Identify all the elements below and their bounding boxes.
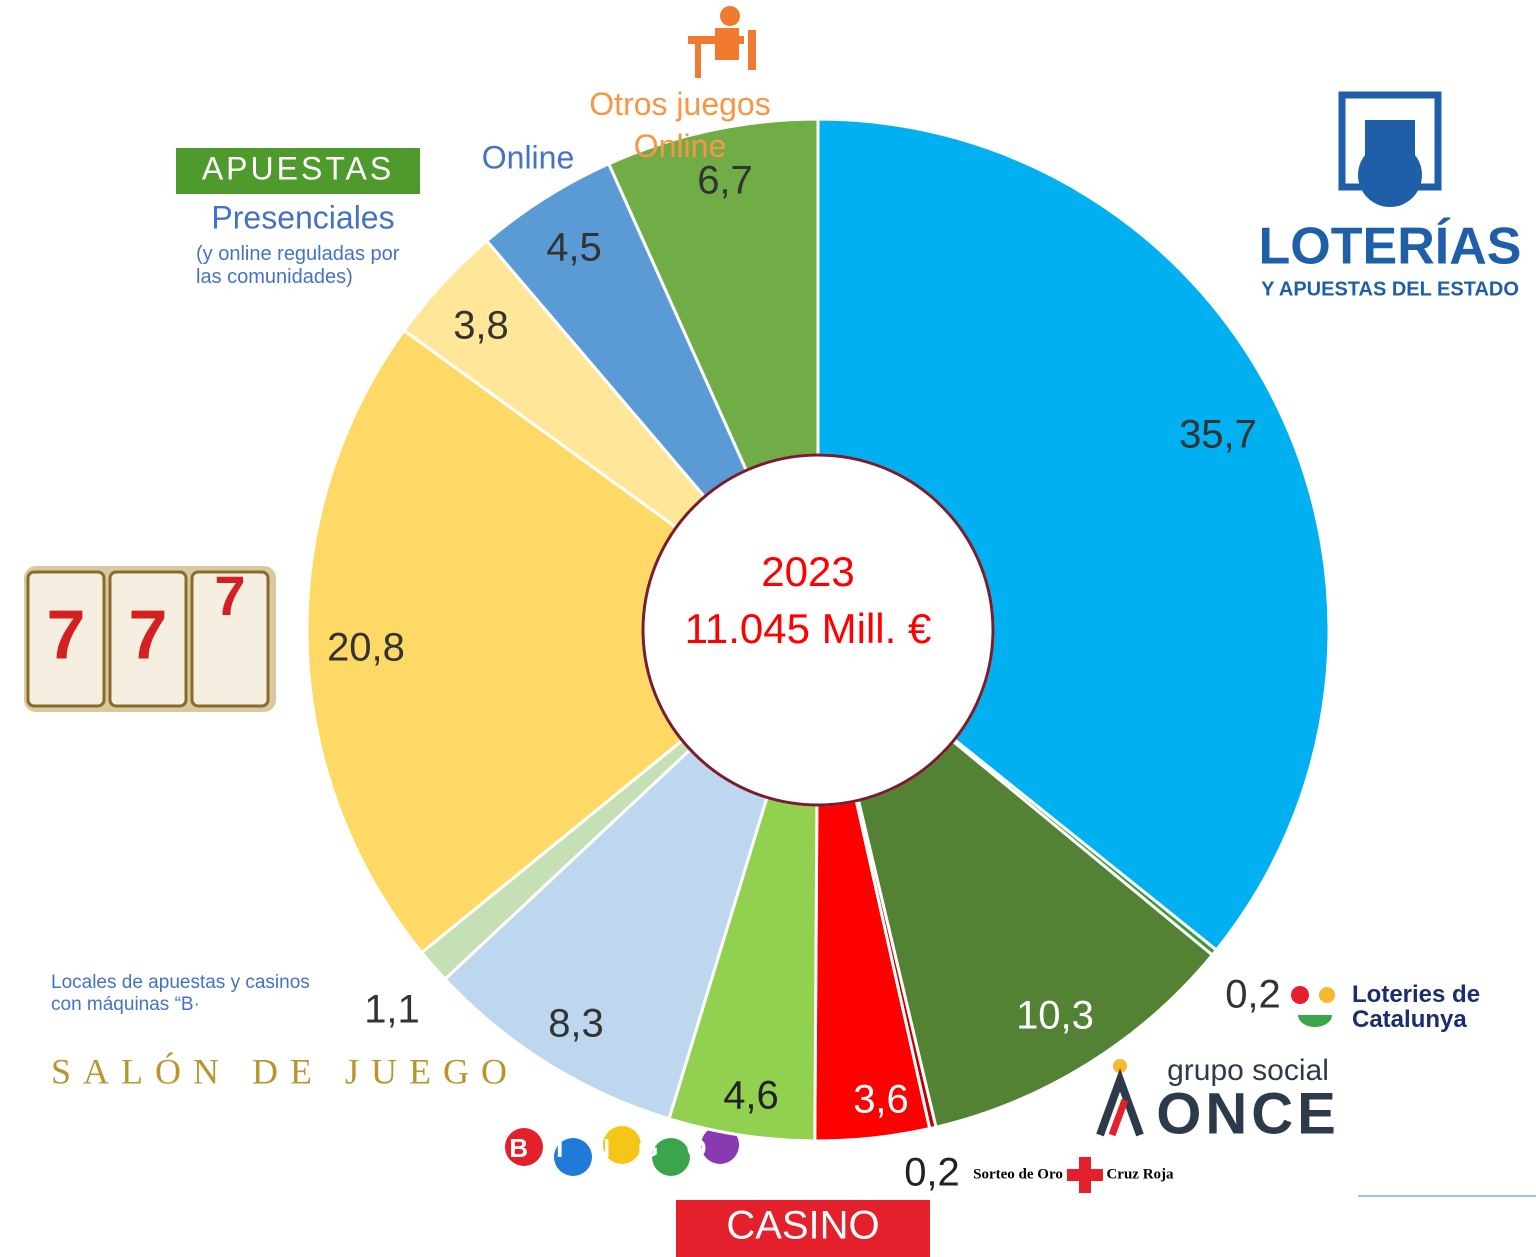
person-icon [688,6,756,78]
value-label: 35,7 [1179,413,1257,457]
svg-text:7: 7 [129,595,168,673]
annotation: grupo social [1167,1054,1329,1087]
value-label: 0,2 [1225,973,1281,1017]
category-label: Presenciales [211,199,394,235]
category-label: Locales de apuestas y casinos con máquin… [51,972,310,1015]
value-label: 3,8 [453,304,509,348]
value-label: 4,5 [546,226,602,270]
annotation: Sorteo de Oro [973,1166,1063,1182]
casino-box [676,1200,930,1257]
bingo-balls [505,1126,739,1176]
red-cross [1067,1157,1103,1193]
catalunya-icon [1291,986,1335,1027]
slot-machine: 7 7 7 [24,564,276,712]
category-label: ONCE [1156,1081,1340,1146]
value-label: 1,1 [364,988,420,1032]
svg-text:7: 7 [214,564,245,627]
category-label: CASINO [726,1204,879,1248]
annotation: Y APUESTAS DEL ESTADO [1261,278,1519,300]
category-label: SALÓN DE JUEGO [51,1051,519,1091]
loterias-logo [1338,91,1442,207]
annotation: APUESTAS [202,150,394,186]
category-label: LOTERÍAS [1259,218,1522,276]
category-label: Online [482,139,575,175]
slices [305,117,1331,1143]
value-label: 8,3 [548,1002,604,1046]
value-label: 6,7 [697,159,753,203]
apuestas-box [176,148,420,194]
value-label: 4,6 [723,1074,779,1118]
category-label: Loteries de Catalunya [1352,981,1481,1034]
value-label: 3,6 [853,1078,909,1122]
svg-text:7: 7 [47,595,86,673]
chart-title: 2023 [761,548,854,595]
category-label: BINGO [509,1133,734,1163]
once-icon [1096,1059,1144,1137]
center-circle [641,453,995,807]
value-label: 10,3 [1016,994,1094,1038]
chart-subtitle: 11.045 Mill. € [685,605,932,652]
annotation: (y online reguladas por las comunidades) [196,243,400,288]
value-label: 0,2 [904,1151,960,1195]
category-label: Otros juegos Online [589,86,771,164]
category-label: Cruz Roja [1106,1166,1174,1182]
value-label: 20,8 [327,626,405,670]
